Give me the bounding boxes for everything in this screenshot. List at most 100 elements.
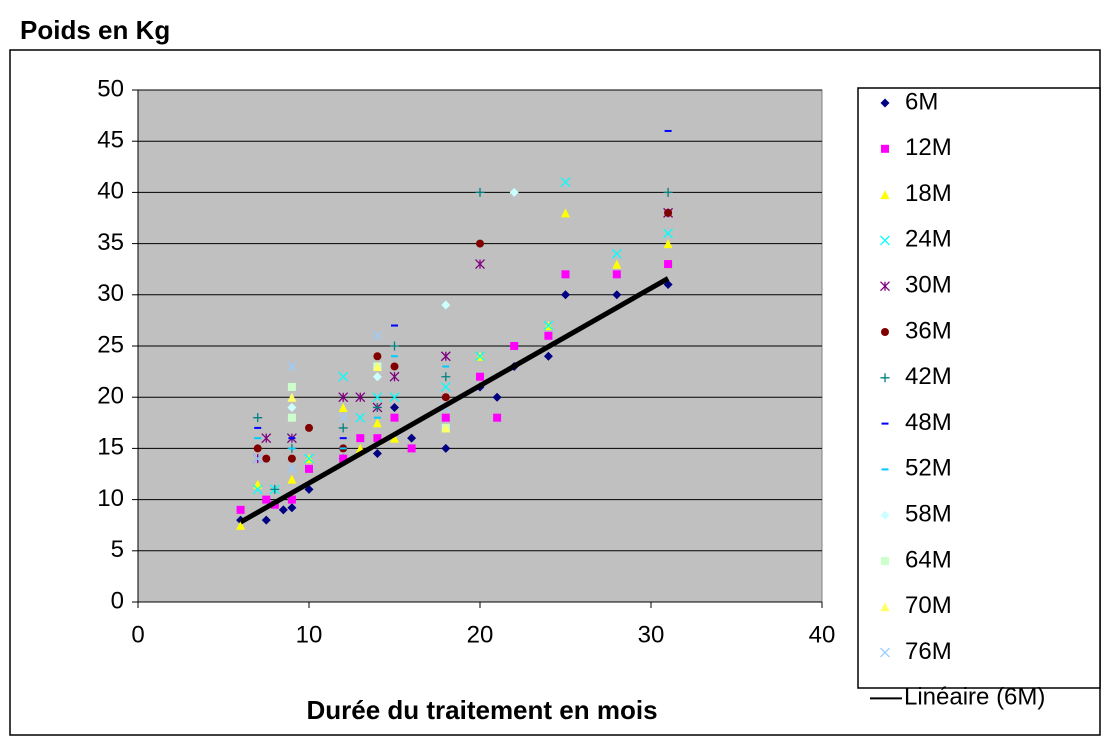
legend-label: 36M (905, 317, 952, 344)
marker (372, 372, 382, 382)
marker (286, 361, 297, 372)
marker (262, 454, 271, 463)
marker (338, 412, 349, 423)
marker (389, 371, 400, 382)
legend-label: 58M (905, 501, 952, 528)
x-tick-label: 30 (638, 621, 665, 648)
marker (475, 259, 485, 270)
legend-label: 76M (905, 638, 952, 665)
marker (543, 320, 554, 331)
marker (390, 413, 399, 422)
marker (880, 647, 890, 658)
marker (287, 454, 296, 463)
x-tick-label: 10 (296, 621, 323, 648)
marker (663, 239, 673, 249)
legend-label: 24M (905, 226, 952, 253)
x-tick-label: 40 (809, 621, 836, 648)
marker (475, 187, 485, 197)
marker (440, 351, 451, 362)
marker (881, 144, 889, 153)
marker (509, 187, 519, 197)
marker (880, 281, 890, 292)
y-tick-label: 0 (111, 587, 124, 614)
legend-label: 48M (905, 409, 952, 436)
marker (543, 351, 553, 361)
marker (441, 393, 450, 402)
marker (304, 453, 314, 464)
marker (880, 235, 890, 246)
marker (389, 392, 400, 403)
marker (390, 341, 399, 351)
y-tick-label: 45 (97, 127, 124, 154)
marker (475, 351, 485, 362)
x-tick-label: 0 (131, 621, 144, 648)
legend-label: Linéaire (6M) (904, 684, 1045, 711)
x-tick-label: 20 (467, 621, 494, 648)
marker (252, 484, 263, 495)
marker (253, 444, 262, 453)
marker (287, 402, 297, 412)
marker (253, 413, 263, 423)
marker (561, 290, 570, 300)
marker (663, 187, 673, 197)
y-tick-label: 50 (97, 75, 124, 102)
marker (287, 413, 296, 422)
marker (880, 602, 890, 612)
marker (372, 392, 383, 403)
marker (492, 392, 502, 402)
marker (476, 372, 484, 381)
x-axis-label: Durée du traitement en mois (306, 695, 657, 725)
marker (305, 464, 313, 473)
marker (561, 270, 570, 279)
marker (287, 495, 296, 504)
legend-label: 30M (905, 272, 952, 299)
marker (664, 260, 673, 269)
legend-label: 42M (905, 363, 952, 390)
marker (262, 495, 271, 504)
marker (261, 433, 272, 444)
marker (663, 228, 674, 239)
legend-label: 64M (905, 546, 952, 573)
y-tick-label: 15 (97, 434, 124, 461)
marker (561, 208, 570, 218)
marker (560, 177, 571, 188)
marker (880, 98, 890, 108)
marker (338, 423, 348, 433)
marker (664, 208, 673, 217)
marker (510, 342, 519, 350)
marker (881, 557, 889, 565)
marker (880, 190, 890, 200)
marker (372, 402, 382, 412)
marker (355, 412, 366, 423)
marker (338, 371, 349, 382)
marker (441, 443, 451, 453)
marker (261, 515, 271, 525)
y-tick-label: 20 (97, 383, 124, 410)
marker (390, 402, 399, 412)
y-tick-label: 30 (97, 280, 124, 307)
marker (612, 259, 622, 269)
legend-label: 6M (905, 88, 938, 115)
marker (372, 330, 383, 341)
marker (287, 382, 296, 391)
marker (372, 449, 382, 459)
marker (252, 453, 263, 464)
marker (441, 300, 451, 310)
marker (441, 372, 451, 382)
marker (278, 505, 288, 515)
marker (236, 505, 245, 514)
marker (270, 484, 280, 494)
marker (441, 413, 450, 422)
marker (373, 434, 382, 443)
marker (881, 328, 889, 336)
marker (286, 463, 297, 474)
marker (339, 454, 348, 463)
marker (236, 520, 246, 530)
legend-label: 12M (905, 134, 952, 161)
marker (440, 382, 451, 392)
y-tick-label: 35 (97, 229, 124, 256)
marker (305, 423, 313, 432)
marker (338, 392, 349, 403)
marker (390, 433, 399, 443)
